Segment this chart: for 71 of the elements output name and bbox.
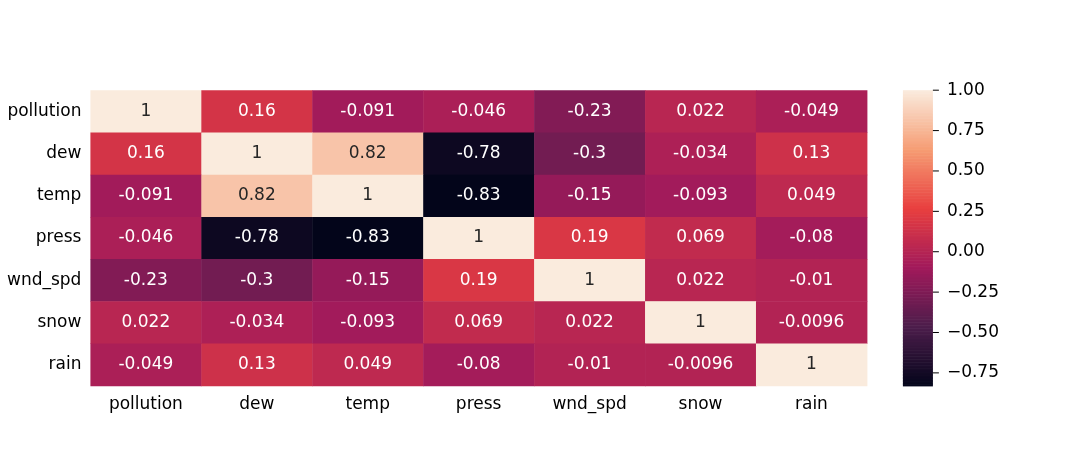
data-label: -0.01 — [567, 353, 612, 374]
data-label: 1 — [584, 268, 595, 289]
data-label: 0.069 — [454, 310, 503, 331]
data-label: -0.78 — [234, 226, 279, 247]
data-label: -0.049 — [784, 99, 839, 120]
data-label: -0.83 — [456, 184, 501, 205]
x-tick-label: dew — [239, 393, 275, 414]
x-tick-label: temp — [345, 393, 390, 414]
data-label: -0.0096 — [778, 310, 845, 331]
data-label: -0.046 — [451, 99, 507, 120]
data-label: 0.82 — [237, 184, 276, 205]
data-label: -0.049 — [118, 353, 174, 374]
data-label: 0.022 — [676, 268, 725, 289]
data-label: -0.15 — [567, 184, 612, 205]
data-label: -0.093 — [340, 310, 396, 331]
x-tick-label: wnd_spd — [552, 393, 627, 415]
color-bar-label: −0.75 — [946, 361, 1000, 382]
data-label: 0.069 — [676, 226, 725, 247]
color-bar-label: 0.75 — [946, 119, 985, 139]
x-tick-label: snow — [678, 393, 723, 414]
data-label: 0.16 — [237, 99, 276, 120]
data-label: -0.091 — [118, 184, 174, 205]
data-label: 1 — [251, 141, 263, 162]
data-label: 1 — [695, 310, 706, 331]
data-label: -0.08 — [789, 226, 834, 247]
color-bar-label: 0.50 — [946, 159, 985, 180]
data-label: 0.049 — [787, 184, 836, 205]
y-tick-label: pollution — [7, 99, 82, 120]
color-bar-label: −0.25 — [946, 280, 1000, 301]
y-tick-label: wnd_spd — [6, 268, 82, 290]
color-bar-label: 0.25 — [946, 199, 985, 220]
data-label: 0.049 — [343, 353, 393, 374]
data-label: -0.83 — [345, 226, 390, 247]
y-tick-label: press — [35, 226, 82, 247]
data-label: -0.3 — [573, 141, 607, 162]
data-label: 1 — [806, 353, 817, 374]
data-label: -0.0096 — [667, 353, 734, 374]
data-label: 0.82 — [348, 141, 387, 162]
data-label: -0.3 — [240, 268, 274, 289]
data-label: 0.16 — [126, 141, 165, 162]
y-tick-label: rain — [48, 353, 82, 374]
color-bar-label: 0.00 — [946, 240, 985, 261]
data-label: -0.01 — [789, 268, 834, 289]
data-label: -0.78 — [456, 141, 501, 162]
data-label: 1 — [140, 99, 152, 120]
data-label: -0.034 — [673, 141, 728, 162]
data-label: -0.08 — [456, 353, 501, 374]
data-label: -0.23 — [567, 99, 612, 120]
data-label: 0.022 — [565, 310, 614, 331]
color-bar-label: −0.50 — [946, 320, 1000, 341]
data-label: -0.046 — [118, 226, 174, 247]
data-label: 0.022 — [121, 310, 171, 331]
color-bar-label: 1.00 — [946, 78, 985, 99]
y-tick-label: temp — [36, 184, 82, 205]
x-tick-label: pollution — [108, 393, 183, 414]
data-label: -0.23 — [123, 268, 168, 289]
data-label: 0.022 — [676, 99, 725, 120]
data-label: -0.15 — [345, 268, 390, 289]
y-tick-label: snow — [37, 310, 82, 331]
data-label: -0.093 — [673, 184, 728, 205]
data-label: -0.034 — [229, 310, 285, 331]
data-label: -0.091 — [340, 99, 396, 120]
data-label: 0.13 — [792, 141, 831, 162]
data-label: 0.13 — [237, 353, 276, 374]
data-label: 1 — [362, 184, 374, 205]
x-tick-label: press — [455, 393, 502, 414]
data-label: 0.19 — [459, 268, 498, 289]
x-tick-label: rain — [794, 393, 828, 414]
y-tick-label: dew — [46, 141, 82, 162]
data-label: 0.19 — [570, 226, 609, 247]
data-label: 1 — [473, 226, 485, 247]
